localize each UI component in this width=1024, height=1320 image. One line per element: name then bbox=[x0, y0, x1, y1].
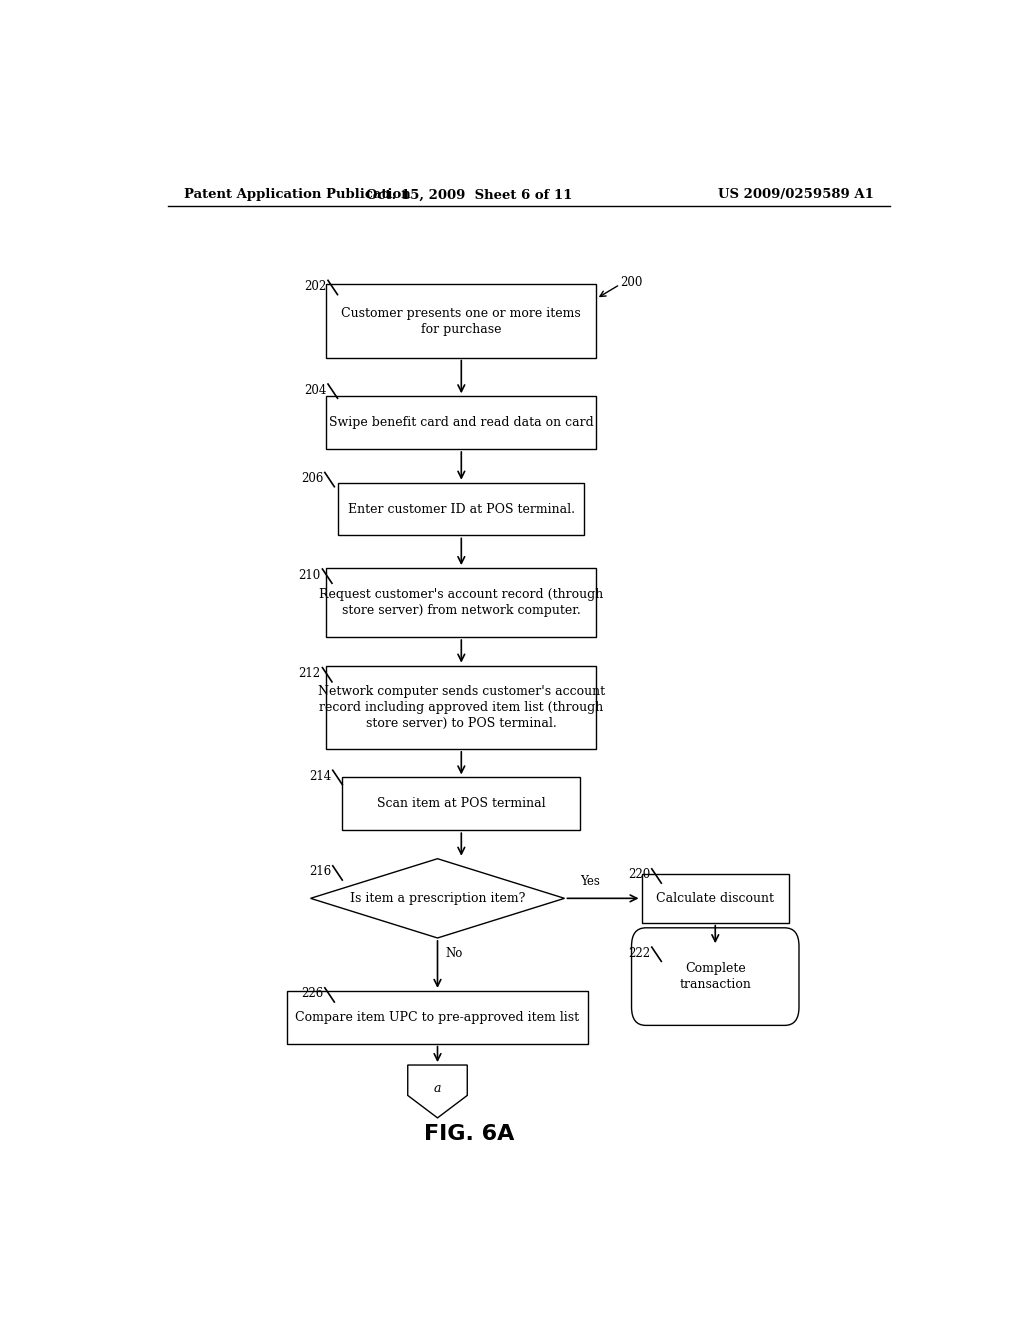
FancyBboxPatch shape bbox=[342, 777, 581, 830]
Text: 210: 210 bbox=[299, 569, 321, 582]
Text: Complete
transaction: Complete transaction bbox=[679, 962, 752, 991]
Text: 206: 206 bbox=[301, 473, 324, 484]
Text: 214: 214 bbox=[309, 770, 331, 783]
Polygon shape bbox=[408, 1065, 467, 1118]
Text: FIG. 6A: FIG. 6A bbox=[424, 1125, 514, 1144]
Text: No: No bbox=[445, 946, 463, 960]
Text: Calculate discount: Calculate discount bbox=[656, 892, 774, 904]
Text: Enter customer ID at POS terminal.: Enter customer ID at POS terminal. bbox=[348, 503, 574, 516]
FancyBboxPatch shape bbox=[632, 928, 799, 1026]
Text: 204: 204 bbox=[304, 384, 327, 396]
Text: 222: 222 bbox=[628, 946, 650, 960]
FancyBboxPatch shape bbox=[642, 874, 788, 923]
Text: 216: 216 bbox=[309, 866, 331, 878]
FancyBboxPatch shape bbox=[327, 396, 596, 449]
Text: Scan item at POS terminal: Scan item at POS terminal bbox=[377, 797, 546, 810]
Text: US 2009/0259589 A1: US 2009/0259589 A1 bbox=[718, 189, 873, 202]
Text: a: a bbox=[434, 1082, 441, 1096]
Text: Oct. 15, 2009  Sheet 6 of 11: Oct. 15, 2009 Sheet 6 of 11 bbox=[366, 189, 572, 202]
Text: Network computer sends customer's account
record including approved item list (t: Network computer sends customer's accoun… bbox=[317, 685, 605, 730]
Text: Yes: Yes bbox=[581, 875, 600, 888]
FancyBboxPatch shape bbox=[327, 665, 596, 748]
Text: 212: 212 bbox=[299, 667, 321, 680]
FancyBboxPatch shape bbox=[327, 284, 596, 358]
Text: Request customer's account record (through
store server) from network computer.: Request customer's account record (throu… bbox=[319, 589, 603, 616]
Text: Compare item UPC to pre-approved item list: Compare item UPC to pre-approved item li… bbox=[296, 1011, 580, 1024]
FancyBboxPatch shape bbox=[327, 568, 596, 638]
FancyBboxPatch shape bbox=[338, 483, 585, 536]
Text: Swipe benefit card and read data on card: Swipe benefit card and read data on card bbox=[329, 416, 594, 429]
Polygon shape bbox=[310, 859, 564, 939]
Text: 226: 226 bbox=[301, 987, 324, 1001]
Text: Is item a prescription item?: Is item a prescription item? bbox=[350, 892, 525, 904]
Text: 220: 220 bbox=[628, 869, 650, 882]
Text: Customer presents one or more items
for purchase: Customer presents one or more items for … bbox=[341, 306, 582, 335]
Text: Patent Application Publication: Patent Application Publication bbox=[183, 189, 411, 202]
FancyBboxPatch shape bbox=[287, 991, 588, 1044]
Text: 202: 202 bbox=[304, 280, 327, 293]
Text: 200: 200 bbox=[620, 276, 642, 289]
